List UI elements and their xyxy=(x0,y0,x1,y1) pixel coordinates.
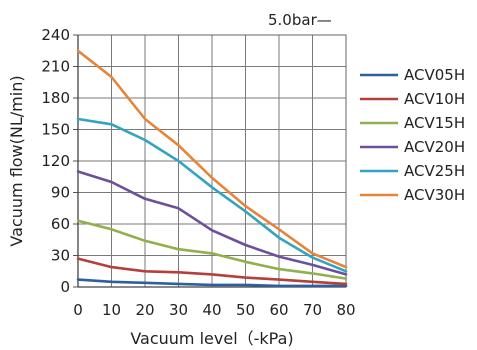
y-axis-title: Vacuum flow(NL/min) xyxy=(7,75,26,246)
x-tick-label: 10 xyxy=(102,301,121,319)
x-tick-label: 80 xyxy=(336,301,355,319)
y-tick-label: 150 xyxy=(41,121,70,139)
pressure-annotation: 5.0bar— xyxy=(268,11,332,29)
x-tick-label: 20 xyxy=(135,301,154,319)
x-tick-label: 0 xyxy=(73,301,83,319)
y-tick-label: 240 xyxy=(41,26,70,44)
y-tick-label: 210 xyxy=(41,58,70,76)
y-tick-label: 30 xyxy=(51,247,70,265)
y-tick-label: 120 xyxy=(41,152,70,170)
x-tick-label: 70 xyxy=(303,301,322,319)
x-tick-label: 30 xyxy=(169,301,188,319)
x-tick-labels: 0 10 20 30 40 50 60 70 80 xyxy=(73,301,355,319)
legend-label-acv05h: ACV05H xyxy=(404,66,465,84)
x-tick-label: 60 xyxy=(269,301,288,319)
series-line-acv20h xyxy=(76,170,348,276)
legend: ACV05H ACV10H ACV15H ACV20H ACV25H ACV30H xyxy=(360,66,465,204)
x-tick-label: 50 xyxy=(236,301,255,319)
legend-label-acv30h: ACV30H xyxy=(404,186,465,204)
series-lines xyxy=(76,49,348,288)
y-tick-label: 90 xyxy=(51,184,70,202)
y-tick-label: 180 xyxy=(41,89,70,107)
legend-label-acv15h: ACV15H xyxy=(404,114,465,132)
y-tick-label: 60 xyxy=(51,215,70,233)
legend-label-acv20h: ACV20H xyxy=(404,138,465,156)
legend-label-acv10h: ACV10H xyxy=(404,90,465,108)
series-line-acv15h xyxy=(76,219,348,280)
series-line-acv10h xyxy=(76,257,348,286)
series-line-acv25h xyxy=(76,117,348,273)
series-line-acv30h xyxy=(76,49,348,269)
legend-label-acv25h: ACV25H xyxy=(404,162,465,180)
series-line-acv05h xyxy=(76,278,348,288)
y-tick-label: 0 xyxy=(60,278,70,296)
x-axis-title: Vacuum level（-kPa) xyxy=(130,329,293,348)
y-tick-labels: 0 30 60 90 120 150 180 210 240 xyxy=(41,26,70,296)
x-tick-label: 40 xyxy=(202,301,221,319)
